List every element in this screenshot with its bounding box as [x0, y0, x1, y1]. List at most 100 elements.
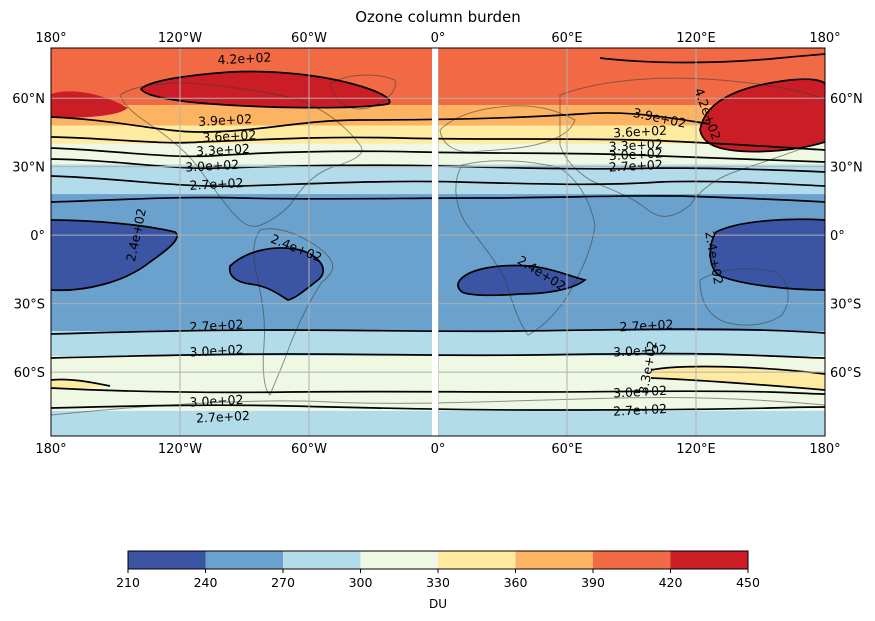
low-ozone-patch-pacific-west	[51, 220, 178, 291]
contour-label: 2.7e+02	[189, 175, 244, 193]
contour-line-360	[51, 136, 825, 151]
latitude-tick-labels: 60°N 60°N 30°N 30°N 0° 0° 30°S 30°S 60°S 60°S	[12, 92, 863, 381]
colorbar-tick-label: 240	[194, 575, 218, 590]
contour-label: 3.3e+02	[196, 141, 251, 159]
colorbar-tick-label: 450	[736, 575, 760, 590]
lat-tick-label: 0°	[30, 229, 45, 244]
lon-tick-label: 120°E	[676, 31, 716, 46]
contour-label: 2.7e+02	[613, 401, 668, 419]
contour-label: 3.0e+02	[189, 392, 244, 410]
colorbar-tick-label: 270	[271, 575, 295, 590]
coast-north-america	[119, 82, 363, 227]
contour-label: 3.0e+02	[613, 342, 668, 360]
lat-tick-label: 60°N	[830, 92, 863, 107]
contour-line-420-siberia	[699, 78, 825, 153]
lon-tick-label: 180°	[35, 31, 66, 46]
contour-line-390-top	[599, 53, 825, 64]
contour-line-240-pacific-west	[51, 219, 178, 292]
coast-europe	[439, 105, 576, 153]
map-area: 4.2e+023.9e+023.6e+023.3e+023.0e+022.7e+…	[51, 48, 825, 436]
colorbar-swatch	[360, 551, 438, 569]
coast-antarctica	[51, 396, 825, 416]
contour-line-240-pacific-east	[709, 218, 825, 291]
colorbar-swatch	[670, 551, 748, 569]
contour-label: 3.6e+02	[613, 123, 668, 141]
lat-tick-label: 60°S	[830, 366, 861, 381]
colorbar-tick-label: 330	[426, 575, 450, 590]
lon-tick-label: 0°	[431, 442, 446, 457]
contour-label: 3.0e+02	[613, 383, 668, 401]
contour-line-300-south	[51, 352, 825, 359]
lat-tick-label: 60°N	[12, 92, 45, 107]
contour-label: 3.9e+02	[198, 111, 253, 129]
contour-line-240-africa	[457, 264, 587, 297]
lat-tick-label: 30°S	[830, 298, 861, 313]
colorbar-tick-label: 390	[581, 575, 605, 590]
lat-tick-label: 30°N	[830, 161, 863, 176]
coast-asia	[559, 77, 825, 217]
lat-tick-label: 30°N	[12, 161, 45, 176]
coast-south-america	[253, 228, 334, 396]
coastlines	[51, 74, 825, 416]
longitude-tick-labels: 180° 180° 120°W 120°W 60°W 60°W 0° 0° 60°E 60°E 12…	[35, 31, 840, 457]
colorbar-tick-label: 360	[504, 575, 528, 590]
high-ozone-patch-siberia	[700, 79, 825, 152]
colorbar-tick-label: 210	[116, 575, 140, 590]
contour-line-270-south	[51, 328, 825, 335]
contour-line-240-south-america	[228, 247, 324, 301]
contour-lines	[51, 53, 825, 411]
contour-label: 3.0e+02	[185, 157, 240, 175]
data-seam	[432, 48, 438, 436]
contour-label: 2.7e+02	[196, 408, 251, 426]
low-ozone-patch-south-america	[229, 247, 324, 300]
colorbar-tick-label: 420	[659, 575, 683, 590]
contour-label: 2.7e+02	[189, 317, 244, 335]
coast-australia	[699, 268, 789, 326]
contour-line-240-north	[51, 194, 825, 203]
lon-tick-label: 60°E	[551, 31, 582, 46]
contour-line-270-south-inner	[51, 404, 825, 411]
lon-tick-label: 120°W	[158, 442, 202, 457]
colorbar-swatch	[128, 551, 206, 569]
coast-greenland	[329, 74, 396, 110]
contour-line-330-south	[51, 365, 825, 391]
contour-line-300-south-inner	[51, 387, 825, 395]
colorbar-tick-label: 300	[349, 575, 373, 590]
lat-tick-label: 0°	[830, 229, 845, 244]
lon-tick-label: 0°	[431, 31, 446, 46]
contour-label: 4.2e+02	[217, 50, 272, 68]
contour-label: 3.6e+02	[202, 127, 257, 145]
contour-line-390-north	[51, 112, 711, 133]
colorbar-swatch	[438, 551, 516, 569]
lon-tick-label: 180°	[809, 442, 840, 457]
colorbar-swatch	[515, 551, 593, 569]
lon-tick-label: 180°	[35, 442, 66, 457]
lon-tick-label: 120°E	[676, 442, 716, 457]
colorbar-swatch	[593, 551, 671, 569]
contour-label: 2.7e+02	[608, 157, 663, 175]
contour-line-270	[51, 175, 825, 188]
lon-tick-label: 180°	[809, 31, 840, 46]
low-ozone-patch-africa	[457, 265, 585, 296]
colorbar-swatch	[205, 551, 283, 569]
contour-label: 3.3e+02	[608, 136, 663, 154]
contour-label: 3.0e+02	[608, 145, 663, 163]
colorbar-swatch	[283, 551, 361, 569]
contour-labels: 4.2e+023.9e+023.6e+023.3e+023.0e+022.7e+…	[123, 50, 726, 426]
low-ozone-patch-pacific-east	[710, 219, 825, 290]
lon-tick-label: 120°W	[158, 31, 202, 46]
lat-tick-label: 60°S	[14, 366, 45, 381]
map-frame	[50, 47, 826, 437]
colorbar-label: DU	[429, 597, 447, 611]
lon-tick-label: 60°W	[291, 442, 327, 457]
lat-tick-label: 30°S	[14, 298, 45, 313]
contour-line-420-north-america	[139, 70, 391, 109]
contour-line-330	[51, 147, 825, 163]
chart-title: Ozone column burden	[355, 8, 521, 26]
colorbar: 210 240 270 300 330 360 390 420 450	[116, 550, 760, 590]
lon-tick-label: 60°E	[551, 442, 582, 457]
contour-label: 2.7e+02	[619, 317, 674, 335]
lon-tick-label: 60°W	[291, 31, 327, 46]
ozone-patch-south-atlantic	[51, 379, 110, 390]
